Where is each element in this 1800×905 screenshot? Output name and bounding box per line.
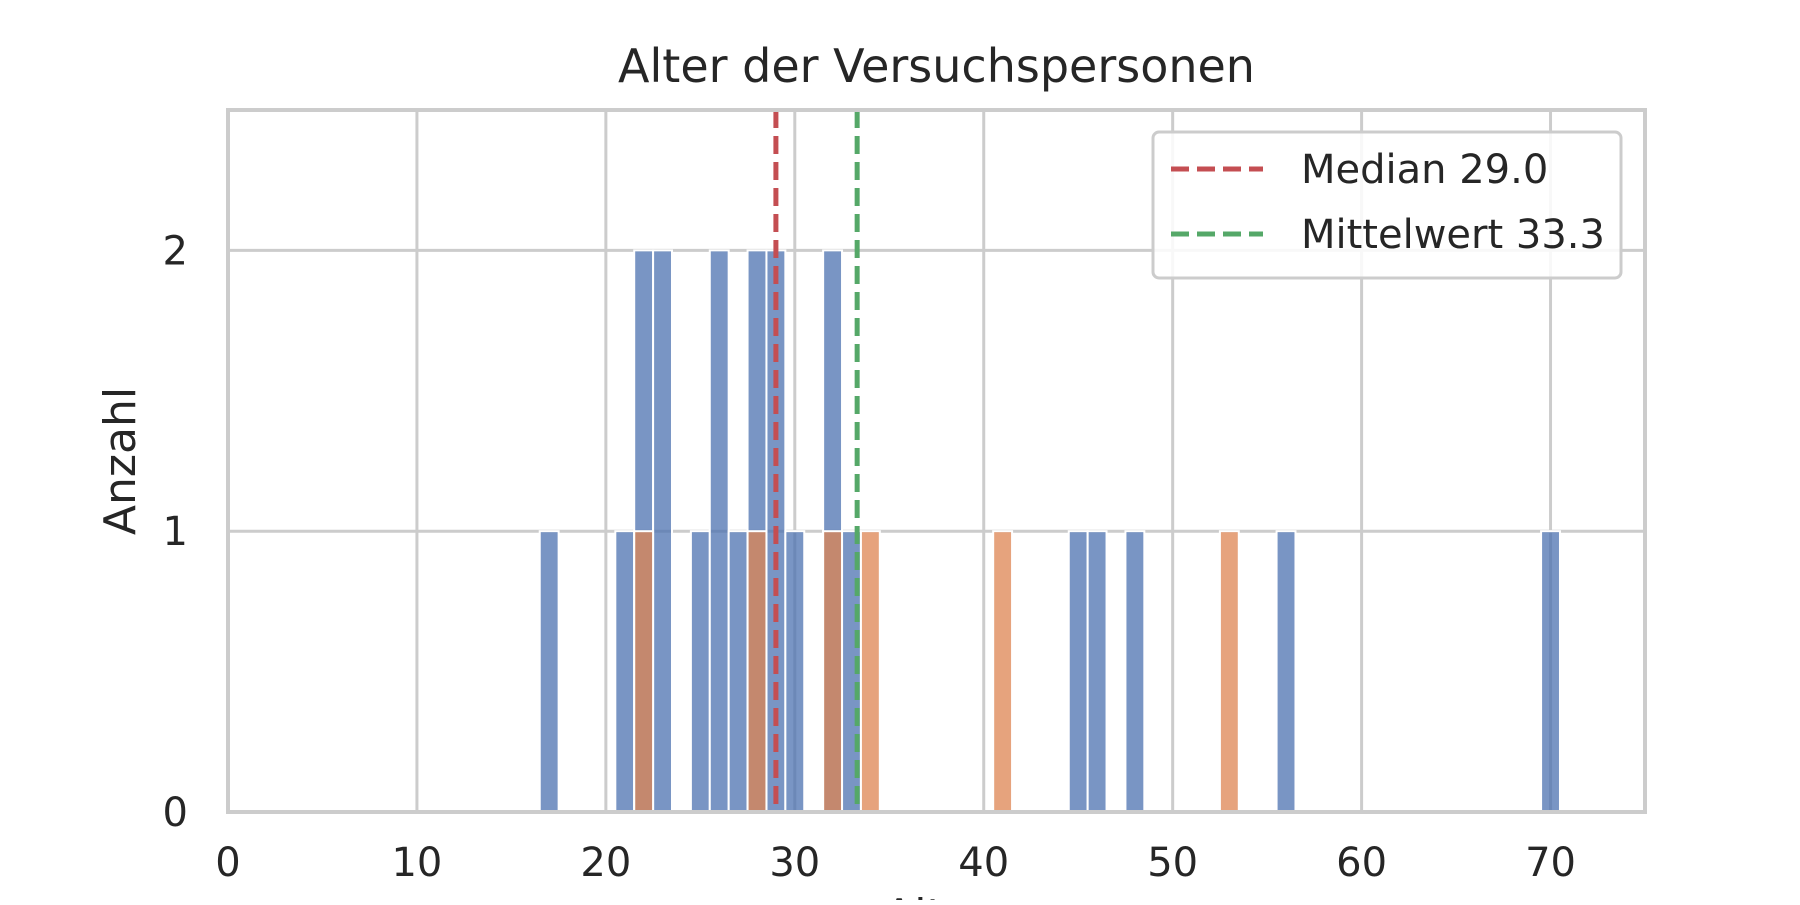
y-tick-label: 2 [163, 228, 188, 274]
y-axis-label: Anzahl [95, 387, 146, 535]
histogram-bar [1275, 530, 1297, 813]
x-tick-label: 20 [580, 840, 631, 886]
tick-labels: 0 10 20 30 40 50 60 70 0 1 2 [163, 228, 1576, 886]
chart-title: Alter der Versuchspersonen [618, 39, 1255, 93]
x-tick-label: 10 [391, 840, 442, 886]
histogram-bar [992, 530, 1014, 813]
x-tick-label: 60 [1336, 840, 1387, 886]
x-axis-label: Alter [884, 890, 990, 900]
histogram-bar [1067, 530, 1089, 813]
x-tick-label: 40 [958, 840, 1009, 886]
plot-frame [226, 108, 1647, 814]
histogram-bar [784, 530, 806, 813]
histogram-bar [708, 249, 730, 813]
chart-legend: Median 29.0 Mittelwert 33.3 [1151, 130, 1623, 280]
histogram-bar [1218, 530, 1240, 813]
histogram-bar [652, 249, 673, 813]
histogram-bar [822, 530, 844, 813]
histogram-bar [1540, 530, 1561, 813]
histogram-bar [727, 530, 749, 813]
x-tick-label: 30 [769, 840, 820, 886]
x-tick-label: 0 [215, 840, 240, 886]
x-tick-label: 50 [1147, 840, 1198, 886]
legend-label: Median 29.0 [1301, 147, 1548, 193]
histogram-bar [746, 530, 768, 813]
histogram-bar [538, 530, 560, 813]
x-tick-label: 70 [1525, 840, 1576, 886]
legend-box [1151, 130, 1623, 280]
legend-label: Mittelwert 33.3 [1301, 212, 1605, 258]
reference-lines [773, 110, 860, 812]
histogram-bar [689, 530, 711, 813]
y-tick-label: 1 [163, 509, 188, 555]
histogram-bar [1124, 530, 1146, 813]
histogram-bar [633, 530, 655, 813]
y-tick-label: 0 [163, 790, 188, 836]
histogram-bar [859, 530, 881, 813]
histogram-bar [1086, 530, 1108, 813]
histogram-bar [614, 530, 636, 813]
